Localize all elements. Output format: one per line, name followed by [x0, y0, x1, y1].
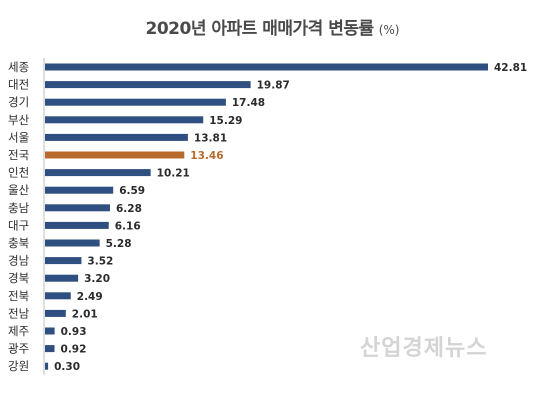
data-label: 5.28: [106, 238, 132, 250]
bar: [45, 63, 488, 71]
category-label: 세종: [8, 60, 29, 74]
category-label: 부산: [8, 113, 30, 127]
data-label: 3.20: [84, 273, 110, 285]
data-label: 0.92: [61, 344, 87, 356]
category-label: 울산: [8, 183, 30, 197]
bar: [45, 362, 49, 370]
bar: [45, 151, 185, 159]
bar: [45, 116, 204, 124]
data-label: 6.59: [119, 185, 145, 197]
data-label: 3.52: [87, 256, 113, 268]
data-label: 0.30: [54, 361, 80, 373]
data-label: 42.81: [494, 62, 527, 74]
category-label: 제주: [8, 324, 29, 338]
bar: [45, 239, 100, 247]
bar: [45, 274, 79, 282]
category-label: 대구: [8, 218, 29, 232]
category-label: 전북: [8, 289, 29, 303]
category-label: 충북: [8, 236, 29, 250]
category-label: 인천: [8, 166, 29, 180]
category-label: 대전: [8, 78, 29, 92]
bar: [45, 327, 55, 335]
category-label: 경기: [8, 95, 29, 109]
data-label: 2.49: [77, 291, 103, 303]
chart-title-text: 2020년 아파트 매매가격 변동률: [145, 19, 375, 39]
data-label: 6.28: [116, 203, 142, 215]
data-label: 2.01: [72, 308, 98, 320]
bar: [45, 345, 55, 353]
data-label: 15.29: [209, 115, 242, 127]
category-label: 경남: [8, 254, 30, 268]
bar: [45, 186, 114, 194]
category-label: 경북: [8, 271, 29, 285]
bar: [45, 169, 151, 177]
bar: [45, 221, 109, 229]
data-label: 19.87: [257, 80, 290, 92]
category-label: 광주: [8, 342, 29, 356]
category-label: 강원: [8, 359, 29, 373]
category-label: 충남: [8, 201, 30, 215]
bar: [45, 81, 251, 89]
category-label: 전남: [8, 306, 30, 320]
data-label: 6.16: [115, 220, 141, 232]
data-label: 10.21: [157, 168, 190, 180]
chart-unit: (%): [378, 23, 400, 37]
bar: [45, 204, 110, 212]
bar: [45, 133, 188, 141]
publisher-watermark: 산업경제뉴스: [360, 336, 488, 361]
data-label: 13.46: [190, 150, 223, 162]
chart-title: 2020년 아파트 매매가격 변동률 (%): [0, 14, 545, 39]
category-label: 서울: [8, 130, 29, 144]
data-label: 13.81: [194, 132, 227, 144]
category-label: 전국: [8, 148, 29, 162]
data-label: 17.48: [232, 97, 265, 109]
bar: [45, 257, 82, 265]
data-label: 0.93: [61, 326, 87, 338]
bar: [45, 98, 226, 106]
bar: [45, 309, 66, 317]
bar: [45, 292, 71, 300]
